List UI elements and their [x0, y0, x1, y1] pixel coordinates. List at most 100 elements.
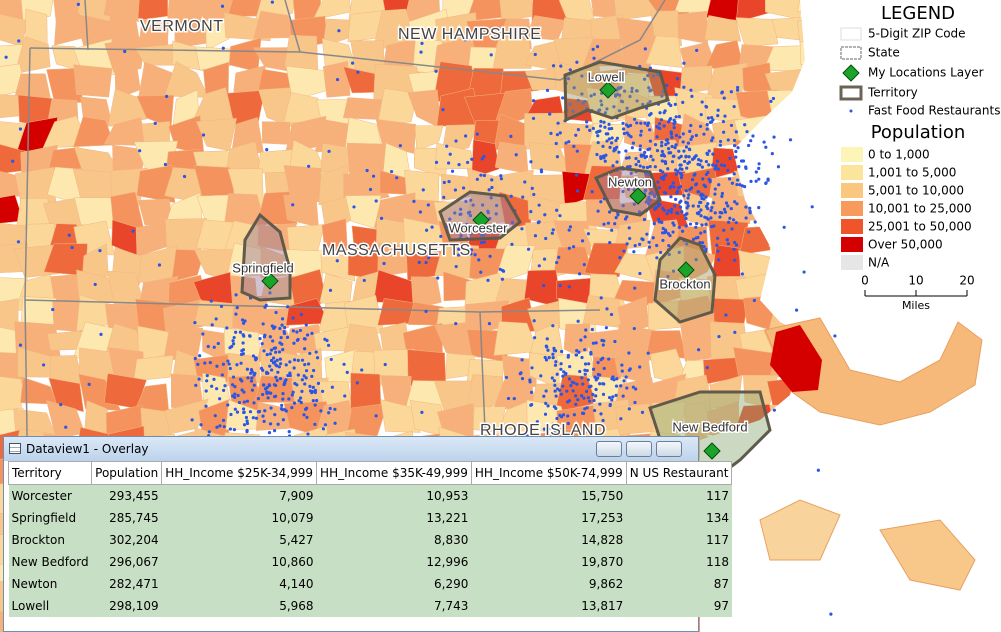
restaurant-dot	[480, 157, 484, 161]
table-row[interactable]: New Bedford 296,067 10,860 12,996 19,870 118	[8, 551, 732, 573]
location-marker[interactable]	[599, 81, 617, 99]
restaurant-dot	[430, 225, 434, 229]
restaurant-dot	[716, 167, 720, 171]
restaurant-dot	[272, 356, 276, 360]
restaurant-dot	[714, 164, 718, 168]
class-swatch	[841, 201, 863, 216]
restaurant-dot	[687, 147, 691, 151]
restaurant-dot	[461, 186, 466, 190]
territory[interactable]	[653, 236, 717, 324]
restaurant-dot	[635, 99, 639, 103]
territory[interactable]	[563, 60, 670, 123]
restaurant-dot	[644, 154, 649, 159]
restaurant-dot	[707, 149, 711, 153]
restaurant-dot	[653, 143, 658, 147]
table-row[interactable]: Worcester 293,455 7,909 10,953 15,750 117	[8, 484, 732, 507]
zip-area	[494, 141, 529, 174]
restaurant-dot	[581, 101, 585, 105]
restaurant-dot	[278, 377, 283, 381]
location-marker[interactable]	[472, 211, 490, 229]
restaurant-dot	[639, 121, 643, 125]
restaurant-dot	[699, 192, 704, 196]
restaurant-dot	[661, 238, 665, 243]
restaurant-dot	[583, 372, 587, 376]
restaurant-dot	[741, 159, 746, 163]
restaurant-dot	[579, 338, 583, 342]
restaurant-dot	[617, 86, 622, 91]
restaurant-dot	[395, 176, 399, 180]
restaurant-dot	[583, 335, 587, 339]
restaurant-dot	[661, 231, 665, 235]
restaurant-dot	[574, 173, 579, 177]
location-marker[interactable]	[261, 272, 279, 290]
restaurant-dot	[586, 232, 591, 236]
column-header[interactable]: Territory	[7, 461, 93, 485]
restaurant-dot	[468, 214, 473, 218]
restaurant-dot	[304, 376, 308, 380]
restaurant-dot	[544, 236, 548, 241]
restaurant-dot	[233, 392, 237, 396]
restaurant-dot	[521, 195, 525, 199]
restaurant-dot	[633, 244, 637, 248]
territory[interactable]	[593, 166, 662, 217]
restaurant-dot	[625, 386, 629, 390]
restaurant-dot	[723, 114, 727, 118]
restaurant-dot	[216, 341, 220, 346]
restaurant-dot	[379, 216, 384, 220]
restaurant-dot	[555, 416, 559, 421]
restaurant-dot	[490, 185, 494, 190]
restaurant-dot	[624, 156, 629, 160]
column-header[interactable]: HH_Income $25K-34,999	[161, 461, 318, 485]
zip-area	[345, 403, 388, 440]
restaurant-dot	[720, 211, 724, 215]
restaurant-dot	[418, 210, 423, 214]
restaurant-dot	[680, 210, 684, 214]
restaurant-dot	[481, 233, 486, 237]
table-row[interactable]: Brockton 302,204 5,427 8,830 14,828 117	[8, 529, 732, 551]
restaurant-dot	[473, 253, 477, 257]
restaurant-dot	[596, 360, 600, 365]
table-row[interactable]: Newton 282,471 4,140 6,290 9,862 87	[8, 573, 732, 595]
restaurant-dot	[270, 324, 274, 328]
table-row[interactable]: Springfield 285,745 10,079 13,221 17,253 134	[8, 507, 732, 529]
restaurant-dot	[269, 406, 273, 410]
territory[interactable]	[240, 212, 292, 302]
dataview-window[interactable]: Dataview1 - Overlay Territory Population H…	[3, 436, 733, 632]
class-swatch	[841, 147, 863, 162]
restaurant-dot	[448, 217, 452, 221]
column-header[interactable]: Population	[91, 461, 163, 485]
column-header[interactable]: N US Restaurant	[625, 461, 733, 485]
restaurant-dot	[678, 135, 682, 139]
restaurant-dot	[268, 352, 272, 356]
location-marker[interactable]	[629, 187, 647, 205]
restaurant-dot	[622, 249, 626, 253]
column-header[interactable]: HH_Income $35K-49,999	[316, 461, 472, 485]
location-marker[interactable]	[703, 442, 721, 460]
table-row[interactable]: Lowell 298,109 5,968 7,743 13,817 97	[8, 595, 732, 617]
restaurant-dot	[699, 159, 703, 163]
restaurant-dot	[717, 334, 721, 339]
restaurant-dot	[660, 94, 664, 98]
column-header[interactable]: HH_Income $50K-74,999	[470, 461, 627, 485]
restaurant-dot	[519, 371, 523, 375]
location-marker[interactable]	[677, 261, 695, 279]
restaurant-dot	[605, 307, 609, 311]
restore-button[interactable]	[626, 441, 652, 457]
restaurant-dot	[720, 191, 724, 196]
restaurant-dot	[606, 221, 611, 225]
restaurant-dot	[210, 384, 214, 388]
minimize-button[interactable]	[596, 441, 622, 457]
restaurant-dot	[285, 335, 290, 339]
restaurant-dot	[674, 92, 678, 97]
zip-area	[652, 269, 686, 306]
restaurant-dot	[567, 246, 571, 250]
restaurant-dot	[641, 165, 646, 169]
restaurant-dot	[596, 209, 600, 213]
restaurant-dot	[716, 236, 720, 240]
restaurant-dot	[548, 112, 552, 116]
close-button[interactable]	[656, 441, 682, 457]
restaurant-dot	[297, 399, 301, 403]
restaurant-dot	[607, 122, 611, 126]
restaurant-dot	[655, 256, 659, 260]
restaurant-dot	[250, 376, 254, 380]
